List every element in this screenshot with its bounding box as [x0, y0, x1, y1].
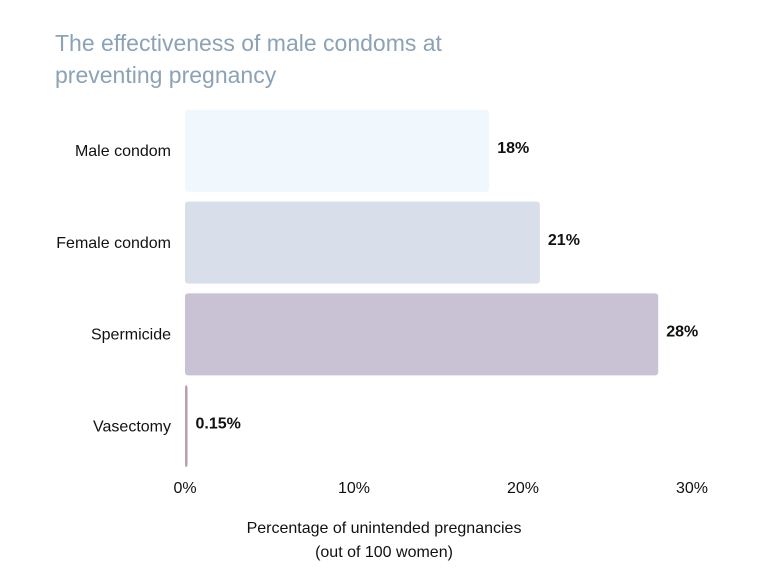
x-tick-label: 30%: [676, 480, 708, 497]
bar: [185, 201, 540, 284]
x-tick-label: 20%: [507, 480, 539, 497]
value-label: 21%: [548, 232, 580, 249]
x-axis-label: (out of 100 women): [315, 544, 453, 561]
x-axis-label: Percentage of unintended pregnancies: [247, 520, 522, 537]
y-tick-label: Male condom: [75, 143, 171, 160]
value-label: 28%: [666, 324, 698, 341]
y-tick-label: Spermicide: [91, 327, 171, 344]
bar: [185, 293, 659, 376]
bar: [185, 385, 188, 468]
y-tick-label: Female condom: [56, 235, 171, 252]
value-label: 18%: [497, 140, 529, 157]
value-label: 0.15%: [196, 415, 241, 432]
bar: [185, 109, 490, 192]
chart-title: The effectiveness of male condoms at: [55, 30, 443, 56]
x-tick-label: 0%: [173, 480, 196, 497]
x-tick-label: 10%: [338, 480, 370, 497]
chart-title: preventing pregnancy: [55, 62, 277, 88]
y-tick-label: Vasectomy: [93, 418, 171, 435]
